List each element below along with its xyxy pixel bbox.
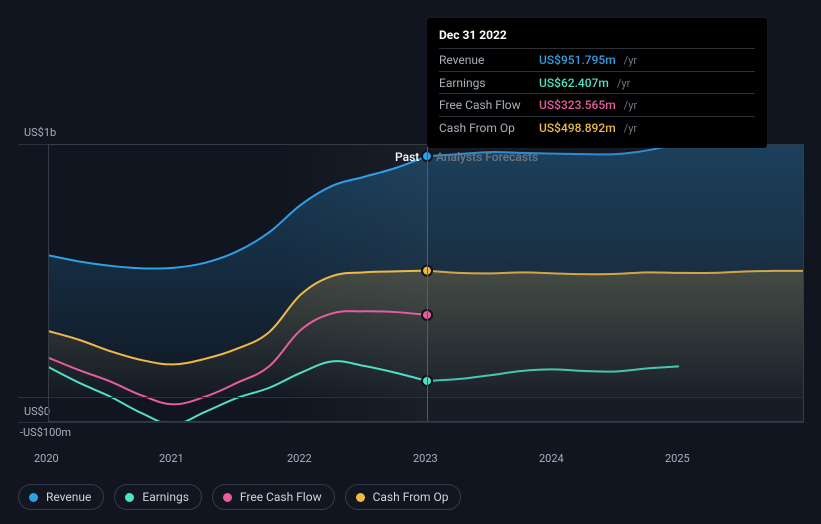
cursor-line bbox=[427, 144, 428, 422]
tooltip-date: Dec 31 2022 bbox=[439, 26, 755, 44]
legend-dot-icon bbox=[125, 493, 134, 502]
tooltip-row-value: US$951.795m bbox=[539, 51, 616, 69]
legend-item-label: Earnings bbox=[142, 490, 189, 504]
tooltip-row: Free Cash Flow US$323.565m/yr bbox=[439, 93, 755, 116]
region-label-past: Past bbox=[395, 150, 419, 164]
tooltip-row-value: US$323.565m bbox=[539, 96, 616, 114]
gridline bbox=[18, 422, 804, 423]
gridline bbox=[18, 397, 804, 398]
tooltip-row-label: Revenue bbox=[439, 51, 531, 69]
legend-item-cash-from-op[interactable]: Cash From Op bbox=[345, 484, 462, 510]
chart-tooltip: Dec 31 2022 RevenueUS$951.795m/yrEarning… bbox=[427, 18, 767, 148]
tooltip-row-label: Free Cash Flow bbox=[439, 96, 531, 114]
legend-item-label: Cash From Op bbox=[373, 490, 449, 504]
tooltip-row-unit: /yr bbox=[624, 53, 637, 70]
tooltip-row-label: Cash From Op bbox=[439, 119, 531, 137]
chart-legend: Revenue Earnings Free Cash Flow Cash From O… bbox=[18, 484, 461, 510]
tooltip-row: Revenue US$951.795m/yr bbox=[439, 48, 755, 71]
legend-item-revenue[interactable]: Revenue bbox=[18, 484, 104, 510]
legend-dot-icon bbox=[29, 493, 38, 502]
legend-item-label: Revenue bbox=[46, 490, 91, 504]
tooltip-row-label: Earnings bbox=[439, 74, 531, 92]
tooltip-row-unit: /yr bbox=[624, 98, 637, 115]
legend-item-earnings[interactable]: Earnings bbox=[114, 484, 202, 510]
tooltip-row: Earnings US$62.407m/yr bbox=[439, 71, 755, 94]
legend-item-label: Free Cash Flow bbox=[240, 490, 322, 504]
region-label-forecast: Analysts Forecasts bbox=[436, 150, 538, 164]
tooltip-row-value: US$498.892m bbox=[539, 119, 616, 137]
legend-item-free-cash-flow[interactable]: Free Cash Flow bbox=[212, 484, 335, 510]
legend-dot-icon bbox=[356, 493, 365, 502]
tooltip-row-unit: /yr bbox=[624, 121, 637, 138]
tooltip-row-unit: /yr bbox=[617, 76, 630, 93]
legend-dot-icon bbox=[223, 493, 232, 502]
tooltip-row-value: US$62.407m bbox=[539, 74, 609, 92]
tooltip-row: Cash From Op US$498.892m/yr bbox=[439, 116, 755, 139]
earnings-forecast-chart: { "tooltip": { "pos": { "left": 427, "to… bbox=[0, 0, 821, 524]
